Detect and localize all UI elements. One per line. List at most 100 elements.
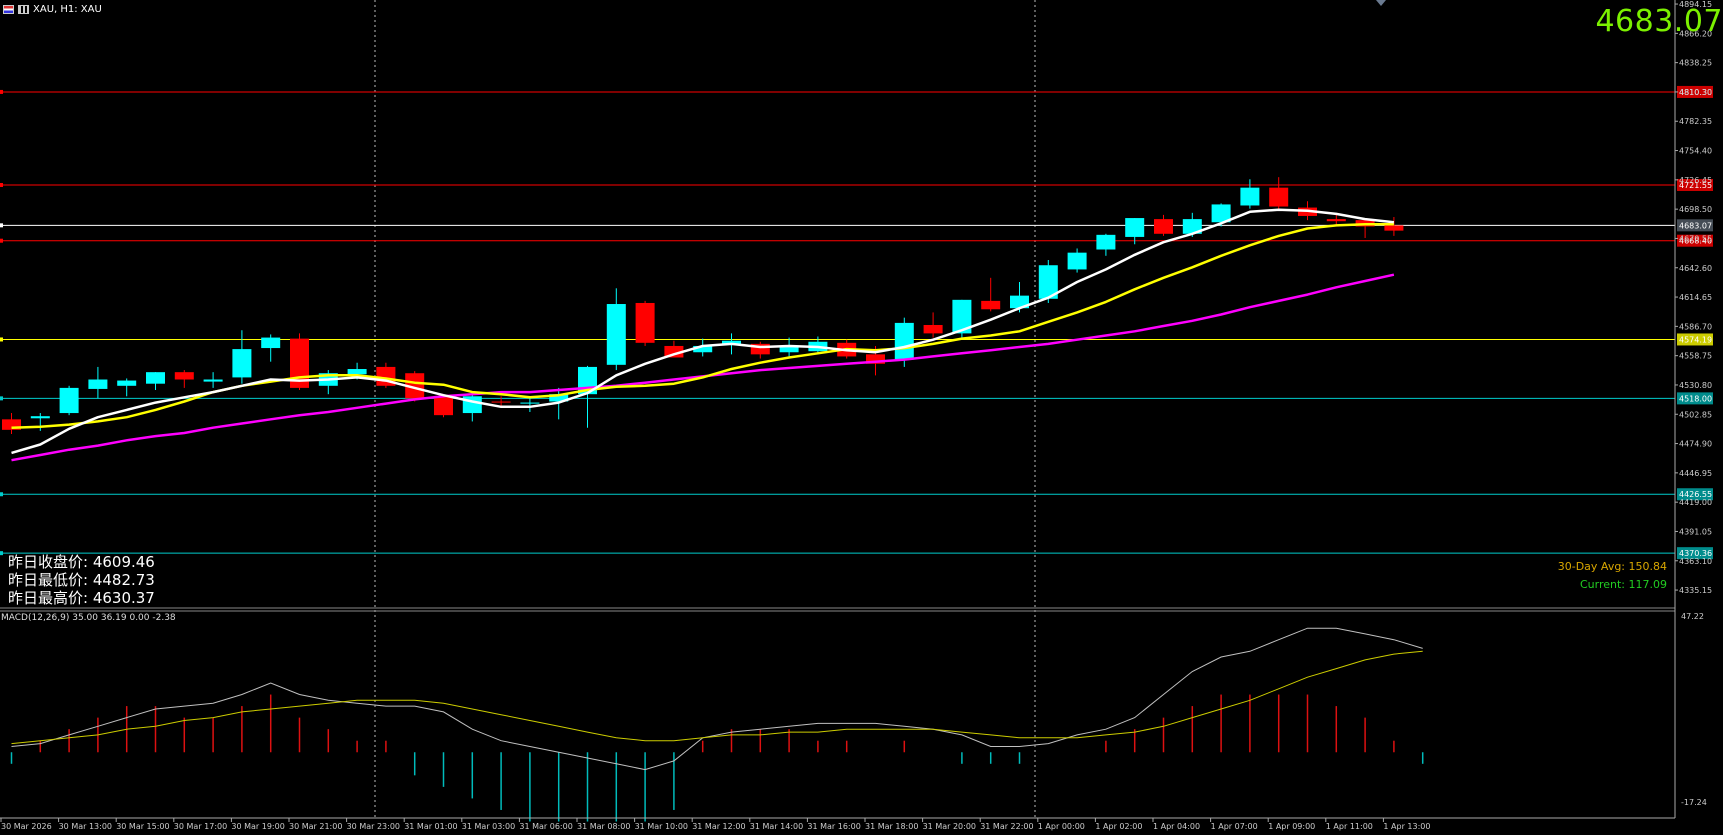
candle bbox=[779, 345, 799, 353]
candle bbox=[866, 354, 885, 364]
candle bbox=[1067, 252, 1087, 270]
ma-fast-line bbox=[11, 208, 1395, 455]
candle bbox=[693, 345, 713, 353]
candle bbox=[635, 302, 655, 343]
price-tick-label: 4558.75 bbox=[1679, 352, 1712, 361]
candle bbox=[405, 373, 425, 399]
price-tick-label: 4391.05 bbox=[1679, 527, 1712, 536]
level-price-tag bbox=[1677, 547, 1713, 560]
candle bbox=[1154, 219, 1173, 234]
chart-type-icon[interactable] bbox=[18, 4, 29, 14]
price-tick-label: 4586.70 bbox=[1679, 322, 1712, 331]
time-tick-label: 1 Apr 13:00 bbox=[1383, 822, 1430, 831]
candle bbox=[750, 343, 770, 355]
level-price-tag bbox=[1677, 333, 1713, 346]
level-price-tag bbox=[1677, 219, 1713, 232]
level-price-label: 4721.55 bbox=[1679, 181, 1712, 190]
level-price-label: 4518.00 bbox=[1679, 394, 1712, 403]
candle bbox=[520, 402, 540, 404]
candle bbox=[1211, 204, 1231, 223]
candle bbox=[1010, 295, 1029, 309]
time-tick-label: 30 Mar 19:00 bbox=[231, 822, 284, 831]
level-price-tag bbox=[1677, 178, 1713, 191]
candle bbox=[146, 372, 165, 384]
price-tick-label: 4670.55 bbox=[1679, 234, 1712, 243]
level-marker bbox=[0, 337, 3, 342]
candle bbox=[1125, 218, 1145, 237]
candle bbox=[203, 379, 223, 382]
time-tick-label: 31 Mar 01:00 bbox=[404, 822, 457, 831]
candle bbox=[2, 419, 21, 430]
time-tick-label: 30 Mar 17:00 bbox=[174, 822, 227, 831]
ma-slow-line bbox=[11, 273, 1395, 462]
level-marker bbox=[0, 551, 3, 556]
time-tick-label: 1 Apr 04:00 bbox=[1153, 822, 1200, 831]
macd-tick-label: -17.24 bbox=[1681, 798, 1707, 807]
macd-line bbox=[11, 627, 1423, 771]
candle bbox=[606, 304, 626, 365]
time-tick-label: 1 Apr 11:00 bbox=[1326, 822, 1373, 831]
level-price-label: 4426.55 bbox=[1679, 490, 1712, 499]
time-tick-label: 30 Mar 2026 bbox=[1, 822, 52, 831]
chart-shift-icon[interactable] bbox=[1376, 0, 1386, 6]
candle bbox=[434, 397, 453, 416]
candle bbox=[1038, 265, 1058, 299]
time-tick-label: 31 Mar 22:00 bbox=[980, 822, 1033, 831]
price-tick-label: 4530.80 bbox=[1679, 381, 1712, 390]
level-marker bbox=[0, 492, 3, 497]
candle bbox=[1269, 187, 1289, 207]
time-tick-label: 31 Mar 08:00 bbox=[577, 822, 630, 831]
time-tick-label: 30 Mar 15:00 bbox=[116, 822, 169, 831]
candle bbox=[923, 324, 943, 334]
candle bbox=[1096, 234, 1116, 250]
candle bbox=[347, 369, 367, 375]
price-tick-label: 4474.90 bbox=[1679, 440, 1712, 449]
ma-mid-line bbox=[11, 223, 1394, 429]
price-tick-label: 4726.45 bbox=[1679, 176, 1712, 185]
candle bbox=[232, 349, 252, 378]
candle bbox=[30, 416, 50, 419]
macd-label: MACD(12,26,9) 35.00 36.19 0.00 -2.38 bbox=[1, 613, 176, 623]
candle bbox=[290, 338, 309, 388]
level-marker bbox=[0, 223, 3, 228]
candle bbox=[952, 299, 972, 334]
level-price-tag bbox=[1677, 392, 1713, 405]
level-marker bbox=[0, 238, 3, 243]
price-tick-label: 4754.40 bbox=[1679, 147, 1712, 156]
candle bbox=[261, 337, 281, 349]
price-tick-label: 4810.30 bbox=[1679, 88, 1712, 97]
price-tick-label: 4782.35 bbox=[1679, 117, 1712, 126]
level-price-label: 4683.07 bbox=[1679, 221, 1712, 230]
level-marker bbox=[0, 396, 3, 401]
macd-signal-line bbox=[11, 650, 1423, 745]
candle bbox=[894, 322, 914, 360]
time-tick-label: 31 Mar 06:00 bbox=[519, 822, 572, 831]
candle bbox=[491, 401, 511, 403]
previous-day-stats: 昨日收盘价: 4609.46 昨日最低价: 4482.73 昨日最高价: 463… bbox=[8, 553, 155, 607]
time-tick-label: 1 Apr 09:00 bbox=[1268, 822, 1315, 831]
price-tick-label: 4698.50 bbox=[1679, 205, 1712, 214]
volatility-box: 30-Day Avg: 150.84 Current: 117.09 bbox=[1558, 558, 1667, 594]
candle bbox=[1326, 219, 1346, 222]
thirty-day-avg: 30-Day Avg: 150.84 bbox=[1557, 560, 1667, 573]
candle bbox=[981, 300, 1001, 310]
price-tick-label: 4335.15 bbox=[1679, 586, 1712, 595]
time-tick-label: 31 Mar 18:00 bbox=[865, 822, 918, 831]
time-tick-label: 1 Apr 07:00 bbox=[1211, 822, 1258, 831]
level-price-tag bbox=[1677, 488, 1713, 501]
level-price-tag bbox=[1677, 234, 1713, 247]
current-volatility: Current: 117.09 bbox=[1579, 578, 1667, 591]
time-tick-label: 31 Mar 16:00 bbox=[807, 822, 860, 831]
price-tick-label: 4866.20 bbox=[1679, 29, 1712, 38]
price-tick-label: 4446.95 bbox=[1679, 469, 1712, 478]
prev-close: 昨日收盘价: 4609.46 bbox=[8, 553, 155, 571]
candle bbox=[88, 379, 108, 389]
time-tick-label: 31 Mar 12:00 bbox=[692, 822, 745, 831]
price-tick-label: 4838.25 bbox=[1679, 59, 1712, 68]
prev-low: 昨日最低价: 4482.73 bbox=[8, 571, 155, 589]
price-tick-label: 4614.65 bbox=[1679, 293, 1712, 302]
time-tick-label: 31 Mar 10:00 bbox=[635, 822, 688, 831]
candle bbox=[174, 372, 194, 380]
candle bbox=[1240, 187, 1260, 206]
